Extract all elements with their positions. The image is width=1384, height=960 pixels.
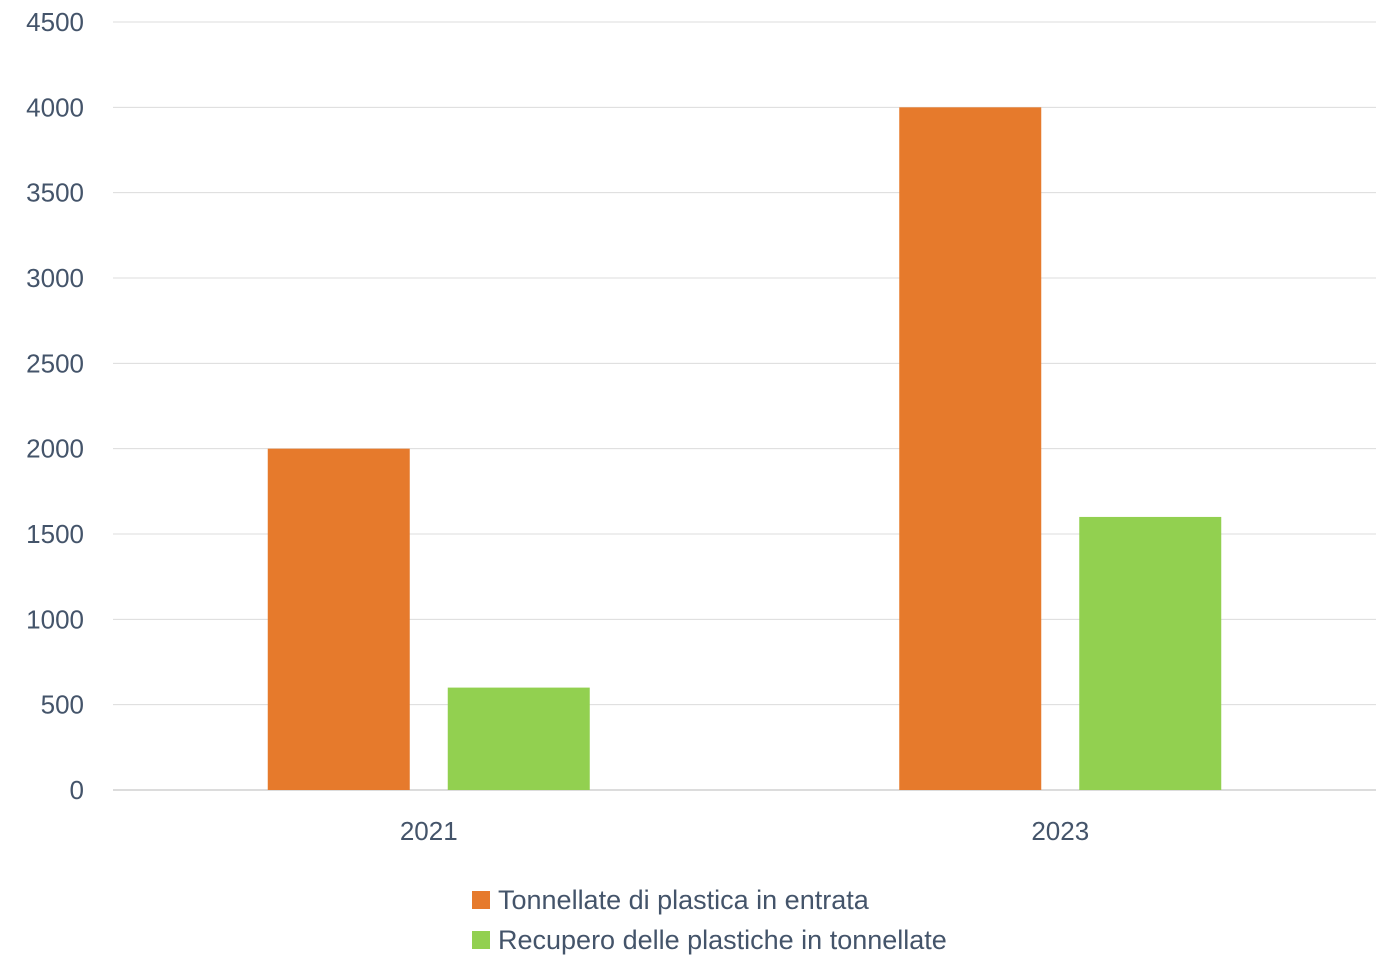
bar-2023-series-2	[1079, 516, 1222, 790]
bars	[267, 107, 1222, 791]
y-tick-label-2000: 2000	[26, 434, 84, 464]
legend-item-recovery: Recupero delle plastiche in tonnellate	[472, 920, 947, 960]
y-tick-label-1500: 1500	[26, 519, 84, 549]
y-axis: 0 500 1000 1500 2000 2500 3000 3500 4000 4500	[26, 7, 84, 805]
legend-item-incoming: Tonnellate di plastica in entrata	[472, 880, 947, 920]
bar-chart: 0 500 1000 1500 2000 2500 3000 3500 4000 4500 202…	[26, 7, 1376, 846]
y-tick-label-4000: 4000	[26, 92, 84, 122]
bar-2023-series-1	[899, 107, 1042, 791]
y-tick-label-500: 500	[41, 690, 84, 720]
y-tick-label-3000: 3000	[26, 263, 84, 293]
y-tick-label-3500: 3500	[26, 178, 84, 208]
y-tick-label-1000: 1000	[26, 604, 84, 634]
legend-swatch-recovery	[472, 931, 490, 949]
y-tick-label-2500: 2500	[26, 348, 84, 378]
x-axis: 2021 2023	[400, 816, 1089, 846]
bar-2021-series-1	[267, 448, 410, 790]
bar-2021-series-2	[447, 687, 590, 790]
legend: Tonnellate di plastica in entrata Recupe…	[472, 880, 947, 960]
y-tick-label-4500: 4500	[26, 7, 84, 37]
legend-label-recovery: Recupero delle plastiche in tonnellate	[498, 924, 947, 955]
legend-label-incoming: Tonnellate di plastica in entrata	[498, 884, 869, 915]
x-tick-label-2023: 2023	[1031, 816, 1089, 846]
legend-swatch-incoming	[472, 891, 490, 909]
y-tick-label-0: 0	[70, 775, 84, 805]
x-tick-label-2021: 2021	[400, 816, 458, 846]
